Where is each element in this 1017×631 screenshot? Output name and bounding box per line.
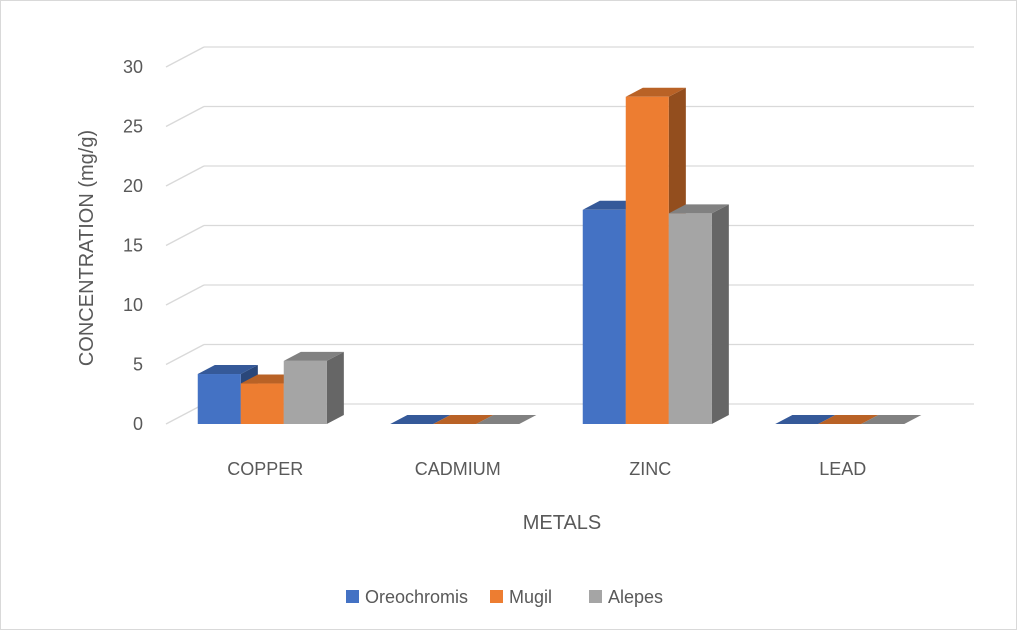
bar-front — [582, 209, 626, 424]
bar-top — [283, 351, 344, 361]
bar — [818, 415, 879, 424]
legend-swatch — [589, 590, 602, 603]
x-axis-categories: COPPER CADMIUM ZINC LEAD — [227, 459, 866, 479]
y-tick-label: 15 — [123, 236, 143, 256]
bar-front — [625, 96, 669, 424]
bar-front — [197, 374, 241, 424]
bar-top — [818, 415, 879, 424]
y-tick-label: 10 — [123, 295, 143, 315]
bar — [775, 415, 836, 424]
bar — [433, 415, 494, 424]
x-category-label: LEAD — [819, 459, 866, 479]
bar-top — [625, 87, 686, 97]
gridline-diagonal — [165, 403, 205, 425]
bar — [476, 415, 537, 424]
bar-side — [711, 204, 729, 424]
bar-top — [861, 415, 922, 424]
y-tick-label: 20 — [123, 176, 143, 196]
gridline-diagonal — [165, 343, 205, 366]
bar — [668, 204, 729, 424]
legend-label: Mugil — [509, 587, 552, 607]
y-tick-label: 25 — [123, 117, 143, 137]
bar-front — [668, 213, 712, 424]
gridline-diagonal — [165, 165, 205, 187]
gridline-diagonal — [165, 284, 205, 306]
bar-side — [326, 351, 344, 424]
legend-item: Oreochromis — [346, 587, 468, 607]
legend-item: Mugil — [490, 587, 552, 607]
gridline-diagonal — [165, 46, 205, 68]
bar-top — [668, 204, 729, 214]
legend-label: Oreochromis — [365, 587, 468, 607]
bar-front — [240, 383, 284, 424]
legend: Oreochromis Mugil Alepes — [346, 587, 663, 607]
y-axis-title: CONCENTRATION (mg/g) — [76, 130, 98, 366]
bar — [861, 415, 922, 424]
bar — [390, 415, 451, 424]
y-axis-ticks: 0 5 10 15 20 25 30 — [123, 57, 143, 434]
bar-front — [283, 360, 327, 424]
bar-top — [433, 415, 494, 424]
x-category-label: ZINC — [629, 459, 671, 479]
x-category-label: COPPER — [227, 459, 303, 479]
x-axis-title: METALS — [523, 512, 602, 534]
bar — [283, 351, 344, 424]
legend-swatch — [490, 590, 503, 603]
y-tick-label: 0 — [133, 414, 143, 434]
legend-swatch — [346, 590, 359, 603]
gridline-diagonal — [165, 105, 205, 128]
gridline-diagonal — [165, 224, 205, 247]
y-tick-label: 5 — [133, 355, 143, 375]
bar-top — [390, 415, 451, 424]
y-tick-label: 30 — [123, 57, 143, 77]
legend-label: Alepes — [608, 587, 663, 607]
x-category-label: CADMIUM — [415, 459, 501, 479]
bar-top — [775, 415, 836, 424]
bar-top — [197, 365, 258, 375]
bar-top — [476, 415, 537, 424]
legend-item: Alepes — [589, 587, 663, 607]
bars — [197, 87, 922, 424]
